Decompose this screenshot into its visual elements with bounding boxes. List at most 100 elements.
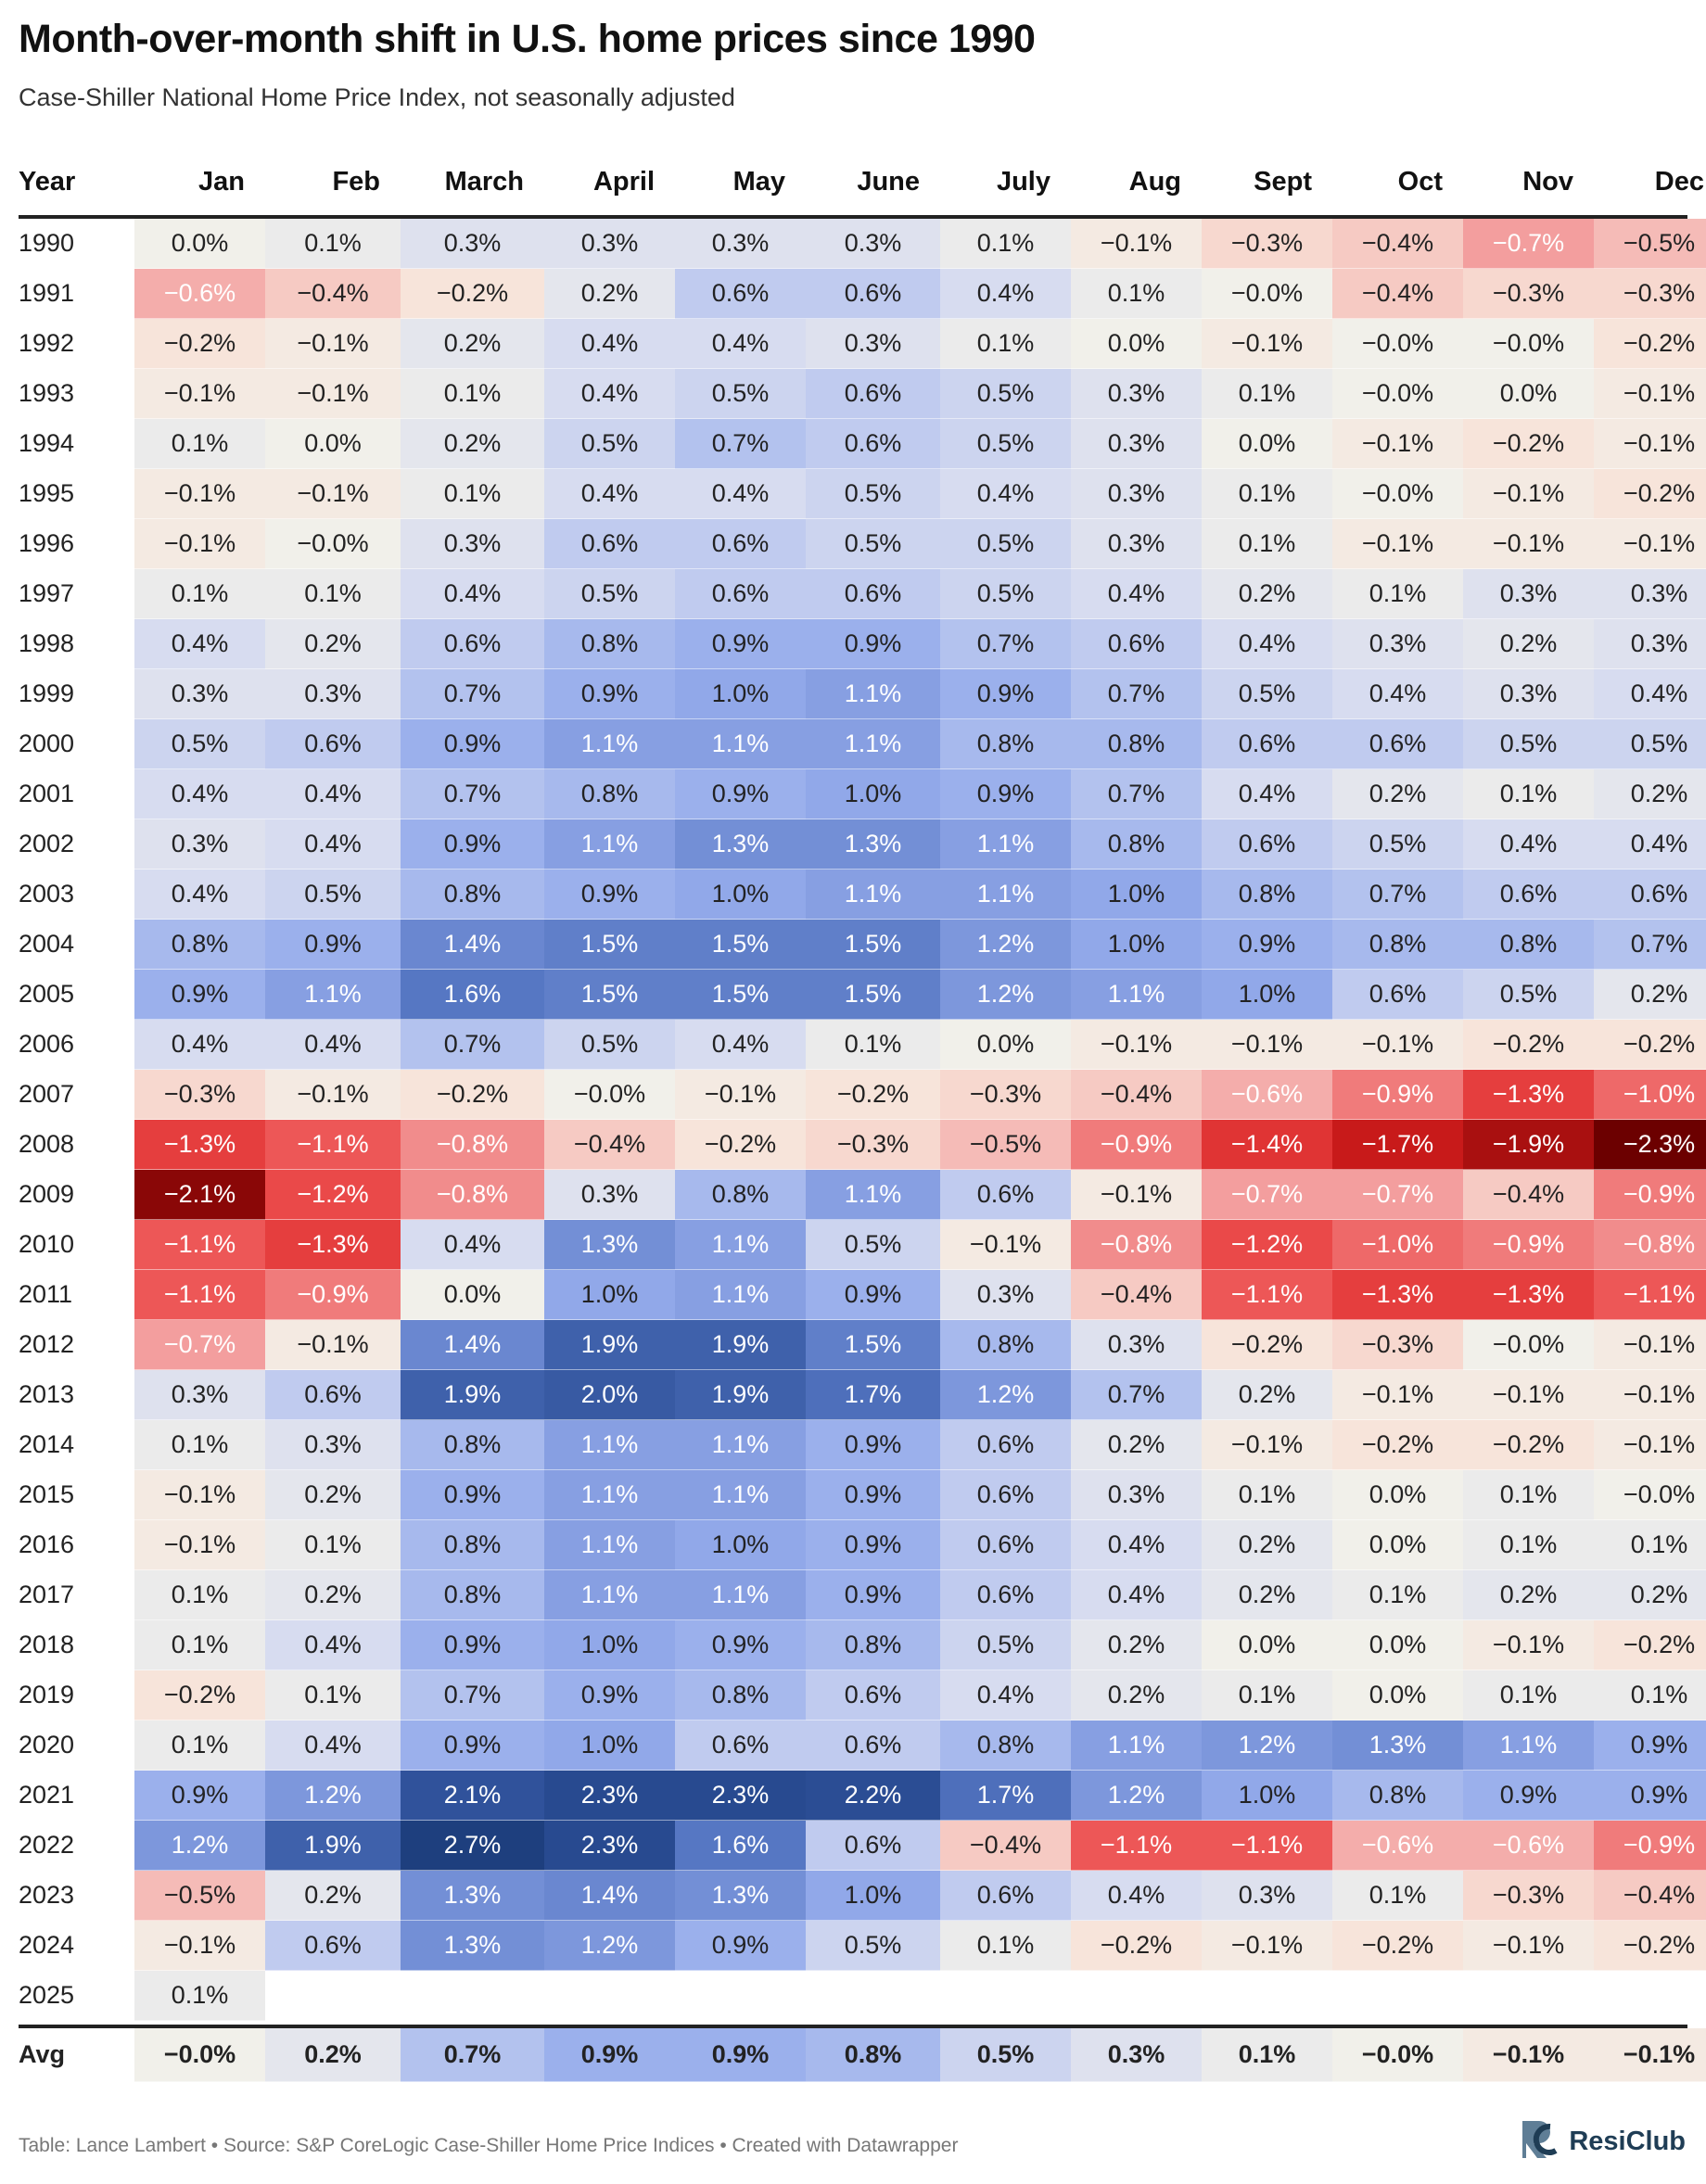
heatmap-cell: 0.6% bbox=[806, 1670, 940, 1721]
heatmap-cell: −0.0% bbox=[265, 519, 401, 569]
heatmap-cell: 1.5% bbox=[544, 920, 675, 970]
heatmap-cell: 0.4% bbox=[1071, 1570, 1202, 1620]
heatmap-cell: 1.2% bbox=[940, 920, 1071, 970]
heatmap-cell: 0.5% bbox=[544, 419, 675, 469]
heatmap-cell: 0.8% bbox=[675, 1170, 806, 1220]
heatmap-cell: −0.4% bbox=[1463, 1170, 1594, 1220]
table-row: 2000 0.5% 0.6% 0.9% 1.1% 1.1% 1.1% 0.8% 0.8% 0.6%… bbox=[19, 719, 1706, 769]
table-row: 2023 −0.5% 0.2% 1.3% 1.4% 1.3% 1.0% 0.6% 0.4% 0.3… bbox=[19, 1871, 1706, 1921]
heatmap-table: Year Jan Feb March April May June July Aug Sept Oc… bbox=[19, 148, 1706, 2082]
column-header-april: April bbox=[592, 166, 655, 197]
heatmap-cell: 1.9% bbox=[544, 1320, 675, 1370]
heatmap-cell: 1.6% bbox=[675, 1821, 806, 1871]
table-row: 2005 0.9% 1.1% 1.6% 1.5% 1.5% 1.5% 1.2% 1.1% 1.0%… bbox=[19, 970, 1706, 1020]
heatmap-cell: 0.8% bbox=[940, 1721, 1071, 1771]
heatmap-cell: 1.3% bbox=[806, 819, 940, 870]
heatmap-cell: 0.5% bbox=[544, 1020, 675, 1070]
heatmap-cell: 0.8% bbox=[1071, 819, 1202, 870]
column-header-feb: Feb bbox=[332, 166, 380, 197]
heatmap-cell: 1.1% bbox=[675, 1270, 806, 1320]
heatmap-cell: 0.4% bbox=[1202, 769, 1332, 819]
heatmap-cell: 0.4% bbox=[265, 1020, 401, 1070]
table-row: 2002 0.3% 0.4% 0.9% 1.1% 1.3% 1.3% 1.1% 0.8% 0.6%… bbox=[19, 819, 1706, 870]
heatmap-cell: 0.9% bbox=[1594, 1771, 1706, 1821]
heatmap-cell: −0.7% bbox=[134, 1320, 265, 1370]
heatmap-cell: 0.4% bbox=[265, 1721, 401, 1771]
heatmap-cell: −0.7% bbox=[1463, 219, 1594, 269]
heatmap-cell: 0.4% bbox=[940, 469, 1071, 519]
heatmap-cell: −0.6% bbox=[1202, 1070, 1332, 1120]
heatmap-cell: −0.1% bbox=[1332, 1020, 1463, 1070]
table-row: 1991 −0.6% −0.4% −0.2% 0.2% 0.6% 0.6% 0.4% 0.1% −… bbox=[19, 269, 1706, 319]
heatmap-cell: 0.2% bbox=[1202, 1370, 1332, 1420]
heatmap-cell: 0.6% bbox=[1332, 970, 1463, 1020]
heatmap-cell: 0.4% bbox=[1071, 569, 1202, 619]
heatmap-cell: 0.4% bbox=[134, 870, 265, 920]
table-row: 2021 0.9% 1.2% 2.1% 2.3% 2.3% 2.2% 1.7% 1.2% 1.0%… bbox=[19, 1771, 1706, 1821]
heatmap-cell: −0.4% bbox=[265, 269, 401, 319]
heatmap-cell: 1.4% bbox=[401, 1320, 544, 1370]
row-year-label: 2021 bbox=[19, 1771, 134, 1821]
heatmap-cell: −0.1% bbox=[265, 369, 401, 419]
row-year-label: 2008 bbox=[19, 1120, 134, 1170]
heatmap-cell: 0.1% bbox=[134, 569, 265, 619]
heatmap-cell: 0.6% bbox=[1332, 719, 1463, 769]
table-row: 2025 0.1% bbox=[19, 1971, 1687, 2021]
heatmap-cell: 0.1% bbox=[940, 319, 1071, 369]
heatmap-cell: 0.1% bbox=[1202, 469, 1332, 519]
average-cell: −0.0% bbox=[1332, 2028, 1463, 2082]
heatmap-cell: 1.1% bbox=[265, 970, 401, 1020]
heatmap-cell: 0.2% bbox=[265, 1871, 401, 1921]
heatmap-cell: 0.9% bbox=[1202, 920, 1332, 970]
heatmap-cell: 0.4% bbox=[265, 819, 401, 870]
heatmap-cell: 0.8% bbox=[401, 1420, 544, 1470]
heatmap-cell: 1.1% bbox=[675, 719, 806, 769]
heatmap-cell: −1.3% bbox=[134, 1120, 265, 1170]
row-year-label: 2010 bbox=[19, 1220, 134, 1270]
column-header-june: June bbox=[857, 166, 920, 197]
heatmap-cell: 0.6% bbox=[1463, 870, 1594, 920]
heatmap-cell: 0.9% bbox=[134, 970, 265, 1020]
heatmap-cell: 1.1% bbox=[806, 719, 940, 769]
heatmap-cell: 0.1% bbox=[1594, 1670, 1706, 1721]
table-row: 2019 −0.2% 0.1% 0.7% 0.9% 0.8% 0.6% 0.4% 0.2% 0.1… bbox=[19, 1670, 1706, 1721]
heatmap-cell: −0.6% bbox=[1332, 1821, 1463, 1871]
heatmap-cell: 1.0% bbox=[1202, 1771, 1332, 1821]
heatmap-cell: 0.4% bbox=[134, 619, 265, 669]
heatmap-cell: 1.1% bbox=[675, 1420, 806, 1470]
heatmap-cell: 0.6% bbox=[265, 1370, 401, 1420]
heatmap-cell: 0.2% bbox=[1071, 1420, 1202, 1470]
heatmap-cell: 0.8% bbox=[544, 619, 675, 669]
column-header-oct: Oct bbox=[1397, 166, 1443, 197]
heatmap-cell: −0.1% bbox=[1071, 1170, 1202, 1220]
row-year-label: 2003 bbox=[19, 870, 134, 920]
heatmap-cell: 0.4% bbox=[940, 269, 1071, 319]
heatmap-cell: 0.7% bbox=[1071, 669, 1202, 719]
heatmap-cell: −2.3% bbox=[1594, 1120, 1706, 1170]
heatmap-cell: −0.1% bbox=[134, 519, 265, 569]
heatmap-cell: −0.2% bbox=[675, 1120, 806, 1170]
heatmap-cell: −0.1% bbox=[1202, 1020, 1332, 1070]
heatmap-cell: 1.3% bbox=[544, 1220, 675, 1270]
heatmap-cell: 0.9% bbox=[675, 1921, 806, 1971]
heatmap-cell: 0.7% bbox=[1594, 920, 1706, 970]
table-row: 1997 0.1% 0.1% 0.4% 0.5% 0.6% 0.6% 0.5% 0.4% 0.2%… bbox=[19, 569, 1706, 619]
heatmap-cell: 0.8% bbox=[401, 1520, 544, 1570]
heatmap-cell: 0.9% bbox=[1463, 1771, 1594, 1821]
heatmap-cell: 1.2% bbox=[134, 1821, 265, 1871]
heatmap-cell: −1.7% bbox=[1332, 1120, 1463, 1170]
heatmap-cell: 0.9% bbox=[940, 669, 1071, 719]
heatmap-cell: 1.0% bbox=[1202, 970, 1332, 1020]
heatmap-cell: 0.8% bbox=[544, 769, 675, 819]
heatmap-cell: −0.8% bbox=[1594, 1220, 1706, 1270]
average-cell: −0.0% bbox=[134, 2028, 265, 2082]
heatmap-cell: 0.1% bbox=[1463, 1670, 1594, 1721]
heatmap-cell: 1.9% bbox=[675, 1370, 806, 1420]
heatmap-cell: −0.1% bbox=[134, 1470, 265, 1520]
row-year-label: 1997 bbox=[19, 569, 134, 619]
heatmap-cell: 0.4% bbox=[544, 319, 675, 369]
heatmap-cell: 1.1% bbox=[675, 1220, 806, 1270]
average-cell: 0.1% bbox=[1202, 2028, 1332, 2082]
heatmap-cell: −0.2% bbox=[1071, 1921, 1202, 1971]
heatmap-cell: 0.9% bbox=[675, 619, 806, 669]
